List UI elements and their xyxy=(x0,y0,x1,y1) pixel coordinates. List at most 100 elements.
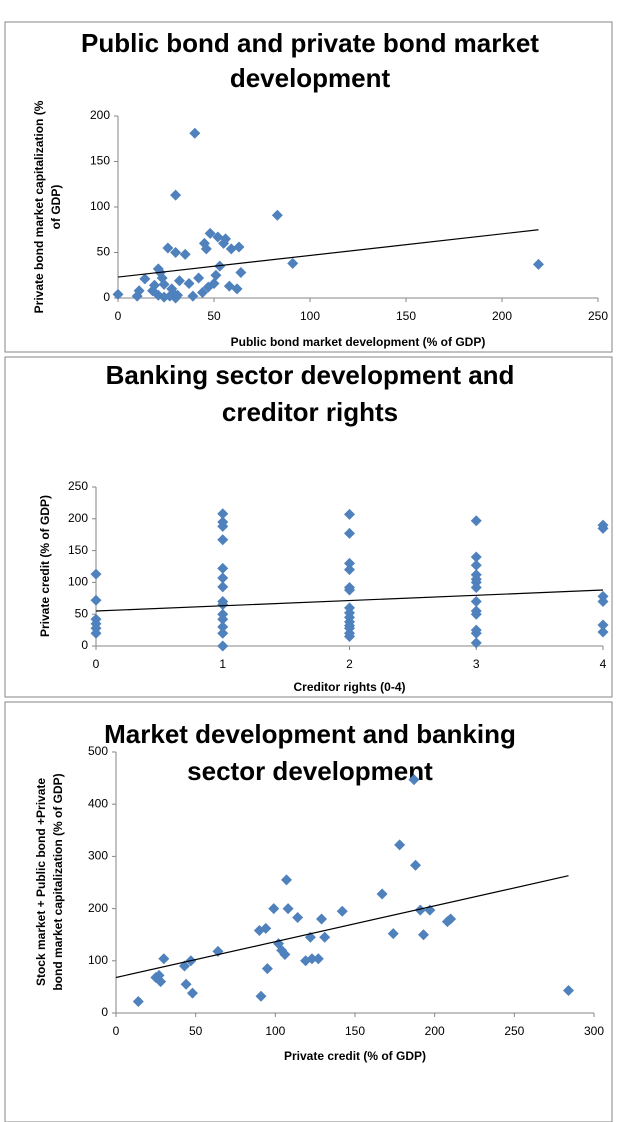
point xyxy=(189,127,201,139)
point xyxy=(260,922,272,934)
point xyxy=(204,227,216,239)
point xyxy=(90,594,102,606)
x-tick-label: 0 xyxy=(93,657,100,671)
point xyxy=(418,929,430,941)
point xyxy=(217,621,229,633)
chart-title: Public bond and private bond market xyxy=(81,28,539,58)
point xyxy=(470,515,482,527)
point xyxy=(344,508,355,520)
point xyxy=(217,613,229,625)
point xyxy=(287,257,299,269)
point xyxy=(470,595,482,607)
point xyxy=(179,248,191,260)
point xyxy=(217,599,229,611)
point xyxy=(312,953,324,965)
x-axis-label: Creditor rights (0-4) xyxy=(293,680,405,694)
point xyxy=(148,279,160,291)
point xyxy=(217,627,229,639)
point xyxy=(597,619,609,631)
y-tick-label: 50 xyxy=(97,245,111,259)
chart-frame xyxy=(4,356,613,698)
x-tick-label: 150 xyxy=(396,309,416,323)
y-tick-label: 200 xyxy=(90,108,110,122)
trendline xyxy=(95,589,604,612)
point xyxy=(470,637,482,649)
y-axis-label: Stock market + Public bond +Private xyxy=(34,778,48,986)
y-tick-label: 150 xyxy=(68,543,88,557)
point xyxy=(170,189,182,201)
point xyxy=(470,608,482,620)
point xyxy=(208,277,220,289)
point xyxy=(271,209,283,221)
point xyxy=(344,584,355,596)
y-axis-label: of GDP) xyxy=(49,185,63,230)
point xyxy=(319,931,331,943)
point xyxy=(387,928,399,940)
y-tick-label: 0 xyxy=(101,1005,108,1019)
point xyxy=(212,231,224,243)
point xyxy=(470,551,482,563)
point xyxy=(220,233,232,245)
y-tick-label: 200 xyxy=(68,511,88,525)
x-tick-label: 4 xyxy=(600,657,607,671)
point xyxy=(217,562,229,574)
chart-frame xyxy=(4,701,613,1122)
point xyxy=(217,520,229,532)
point xyxy=(172,289,184,301)
x-tick-label: 100 xyxy=(265,1024,285,1038)
x-tick-label: 50 xyxy=(189,1024,203,1038)
y-tick-label: 150 xyxy=(90,154,110,168)
y-tick-label: 0 xyxy=(103,290,110,304)
point xyxy=(279,949,291,961)
y-axis-label: Private credit (% of GDP) xyxy=(38,495,52,637)
point xyxy=(133,285,145,297)
point xyxy=(470,559,482,571)
point xyxy=(261,963,273,975)
y-axis-label: Private bond market capitalization (% xyxy=(32,100,46,313)
point xyxy=(336,905,348,917)
trendline xyxy=(117,229,539,278)
point xyxy=(306,953,318,965)
x-tick-label: 1 xyxy=(219,657,226,671)
point xyxy=(158,278,170,290)
y-tick-label: 100 xyxy=(88,953,108,967)
point xyxy=(233,241,245,253)
chart-frame xyxy=(4,21,613,353)
point xyxy=(597,626,609,638)
point xyxy=(344,527,355,539)
y-tick-label: 400 xyxy=(88,796,108,810)
point xyxy=(597,595,609,607)
y-tick-label: 500 xyxy=(88,744,108,758)
x-tick-label: 2 xyxy=(346,657,353,671)
point xyxy=(132,996,144,1008)
chart-title: development xyxy=(230,63,391,93)
point xyxy=(344,557,355,569)
point xyxy=(173,275,185,287)
point xyxy=(196,287,208,299)
point xyxy=(217,508,229,520)
chart-title: Market development and banking xyxy=(104,719,516,749)
point xyxy=(470,581,482,593)
x-tick-label: 100 xyxy=(300,309,320,323)
point xyxy=(344,564,355,576)
point xyxy=(90,627,102,639)
point xyxy=(445,913,457,925)
point xyxy=(217,640,229,652)
y-tick-label: 300 xyxy=(88,849,108,863)
point xyxy=(231,283,243,295)
point xyxy=(183,277,195,289)
point xyxy=(217,581,229,593)
point xyxy=(292,911,304,923)
point xyxy=(563,985,575,997)
point xyxy=(394,839,406,851)
y-tick-label: 100 xyxy=(68,575,88,589)
point xyxy=(158,953,170,965)
point xyxy=(217,572,229,584)
x-axis-label: Private credit (% of GDP) xyxy=(284,1049,426,1063)
point xyxy=(200,243,212,255)
point xyxy=(162,242,174,254)
point xyxy=(235,267,247,279)
point xyxy=(186,987,198,999)
y-tick-label: 50 xyxy=(75,606,89,620)
